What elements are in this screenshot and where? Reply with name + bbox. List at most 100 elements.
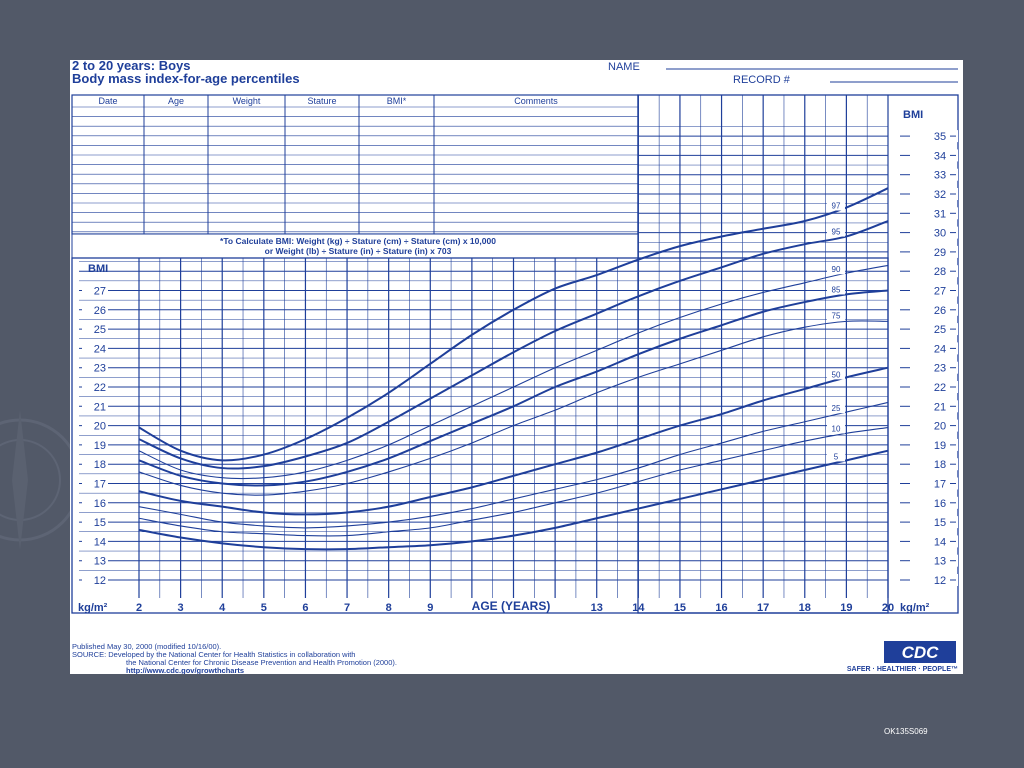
record-label: RECORD # xyxy=(733,74,791,86)
y-tick-right: 12 xyxy=(934,575,946,587)
chart-title: 2 to 20 years: Boys xyxy=(72,60,191,73)
y-tick-right: 25 xyxy=(934,324,946,336)
right-bmi-label: BMI xyxy=(903,109,923,121)
y-tick-left: 22 xyxy=(94,382,106,394)
y-tick-left: 16 xyxy=(94,498,106,510)
y-tick-right: 20 xyxy=(934,421,946,433)
y-tick-right: 13 xyxy=(934,556,946,568)
slide-code: OK135S069 xyxy=(884,727,928,736)
y-tick-right: 28 xyxy=(934,266,946,278)
x-tick-label: 9 xyxy=(427,602,433,614)
y-tick-left: 12 xyxy=(94,575,106,587)
y-tick-left: 27 xyxy=(94,286,106,298)
left-bmi-label: BMI xyxy=(88,263,108,275)
percentile-curve-5 xyxy=(138,449,889,551)
published-note: Published May 30, 2000 (modified 10/16/0… xyxy=(72,642,221,651)
formula-line-1: *To Calculate BMI: Weight (kg) ÷ Stature… xyxy=(220,236,496,246)
percentile-label: 5 xyxy=(834,452,839,461)
percentile-label: 75 xyxy=(832,312,841,321)
source-url[interactable]: http://www.cdc.gov/growthcharts xyxy=(126,666,244,674)
x-tick-label: 18 xyxy=(799,602,811,614)
percentile-curve-85 xyxy=(138,289,889,487)
y-tick-left: 20 xyxy=(94,421,106,433)
y-tick-right: 29 xyxy=(934,247,946,259)
x-tick-label: 16 xyxy=(715,602,727,614)
x-tick-label: 15 xyxy=(674,602,686,614)
y-tick-left: 19 xyxy=(94,440,106,452)
y-tick-right: 31 xyxy=(934,208,946,220)
y-tick-right: 30 xyxy=(934,228,946,240)
y-tick-right: 17 xyxy=(934,479,946,491)
y-tick-left: 23 xyxy=(94,363,106,375)
cdc-logo-text: CDC xyxy=(902,643,940,662)
plot-axes: 2345678910111213141516171819201213141516… xyxy=(82,130,958,614)
right-unit-label: kg/m² xyxy=(900,602,930,614)
x-tick-label: 5 xyxy=(261,602,267,614)
y-tick-left: 25 xyxy=(94,324,106,336)
source-line-2: the National Center for Chronic Disease … xyxy=(126,658,397,667)
y-tick-right: 33 xyxy=(934,170,946,182)
y-tick-left: 24 xyxy=(94,343,106,355)
x-tick-label: 13 xyxy=(591,602,603,614)
record-col-header: Date xyxy=(98,96,117,106)
y-tick-right: 21 xyxy=(934,401,946,413)
x-tick-label: 8 xyxy=(386,602,392,614)
percentile-curve-75 xyxy=(138,320,889,496)
record-col-header: Comments xyxy=(514,96,558,106)
percentile-curve-97 xyxy=(138,187,889,462)
percentile-label: 97 xyxy=(832,202,841,211)
formula-line-2: or Weight (lb) ÷ Stature (in) ÷ Stature … xyxy=(265,246,452,256)
y-tick-left: 15 xyxy=(94,517,106,529)
x-tick-label: 20 xyxy=(882,602,894,614)
y-tick-right: 16 xyxy=(934,498,946,510)
percentile-curve-95 xyxy=(138,220,889,470)
record-col-header: BMI* xyxy=(387,96,407,106)
x-tick-label: 19 xyxy=(840,602,852,614)
y-tick-right: 18 xyxy=(934,459,946,471)
bmi-formula-box: *To Calculate BMI: Weight (kg) ÷ Stature… xyxy=(71,233,639,259)
percentile-curve-25 xyxy=(138,401,889,529)
x-tick-label: 17 xyxy=(757,602,769,614)
x-tick-label: 2 xyxy=(136,602,142,614)
record-col-header: Age xyxy=(168,96,184,106)
left-unit-label: kg/m² xyxy=(78,602,108,614)
x-axis-title: AGE (YEARS) xyxy=(472,599,551,613)
percentile-label: 90 xyxy=(832,265,841,274)
y-tick-left: 26 xyxy=(94,305,106,317)
y-tick-left: 18 xyxy=(94,459,106,471)
y-tick-right: 15 xyxy=(934,517,946,529)
percentile-curve-50 xyxy=(138,366,889,516)
bmi-growth-chart: 2 to 20 years: Boys Body mass index-for-… xyxy=(70,60,963,674)
y-tick-right: 14 xyxy=(934,536,946,548)
percentile-label: 50 xyxy=(832,370,841,379)
x-tick-label: 4 xyxy=(219,602,226,614)
y-tick-right: 24 xyxy=(934,343,946,355)
y-tick-right: 27 xyxy=(934,286,946,298)
y-tick-left: 13 xyxy=(94,556,106,568)
y-tick-left: 21 xyxy=(94,401,106,413)
y-tick-left: 17 xyxy=(94,479,106,491)
percentile-curves: 97 95 90 85 75 50 25 10 5 xyxy=(138,187,889,551)
x-tick-label: 6 xyxy=(302,602,308,614)
percentile-label: 10 xyxy=(832,424,841,433)
x-tick-label: 14 xyxy=(632,602,645,614)
record-col-header: Weight xyxy=(233,96,261,106)
percentile-label: 95 xyxy=(832,228,841,237)
y-tick-left: 14 xyxy=(94,536,106,548)
y-tick-right: 22 xyxy=(934,382,946,394)
percentile-curve-90 xyxy=(138,264,889,480)
record-table: Date Age Weight Stature BMI* Comments xyxy=(71,94,639,235)
x-tick-label: 7 xyxy=(344,602,350,614)
background-compass-decor xyxy=(0,410,80,550)
percentile-label: 25 xyxy=(832,404,841,413)
x-tick-label: 3 xyxy=(178,602,184,614)
y-tick-right: 35 xyxy=(934,131,946,143)
y-tick-right: 34 xyxy=(934,150,946,162)
cdc-logo: CDC xyxy=(884,641,956,663)
source-line-1: SOURCE: Developed by the National Center… xyxy=(72,650,355,659)
percentile-curve-10 xyxy=(138,426,889,537)
cdc-tagline: SAFER · HEALTHIER · PEOPLE™ xyxy=(847,666,958,673)
record-col-header: Stature xyxy=(307,96,336,106)
y-tick-right: 32 xyxy=(934,189,946,201)
name-label: NAME xyxy=(608,61,640,73)
